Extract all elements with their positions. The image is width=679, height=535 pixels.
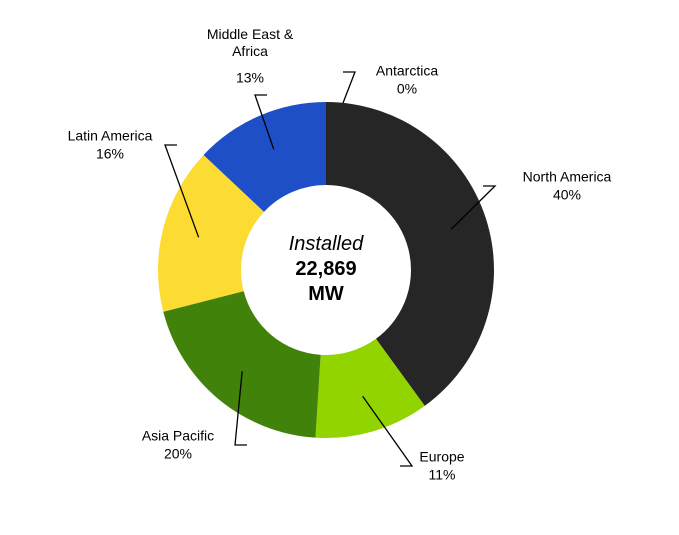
category-label: Latin America [67,127,153,144]
donut-segment [158,154,265,312]
center-label: Installed [288,233,364,255]
category-label: Antarctica [375,62,439,79]
center-value: 22,869 [295,258,357,280]
value-label: 16% [95,145,125,162]
value-label: 0% [396,80,418,97]
category-label: Asia Pacific [141,427,215,444]
donut-segment [315,338,425,438]
value-label: 20% [163,445,193,462]
donut-segment [326,102,494,406]
value-label: 40% [552,186,582,203]
leader-line [164,144,200,238]
category-label: Europe [419,448,465,465]
leader-line [234,371,247,446]
category-label: North America [522,168,612,185]
value-label: 13% [235,69,265,85]
donut-segment [163,291,321,438]
donut-segment [203,102,326,212]
leader-line [450,185,497,230]
leader-line [254,94,275,150]
center-unit: MW [308,283,344,305]
category-label: Middle East & Africa [206,25,294,59]
value-label: 11% [428,466,456,483]
leader-line [362,395,414,467]
